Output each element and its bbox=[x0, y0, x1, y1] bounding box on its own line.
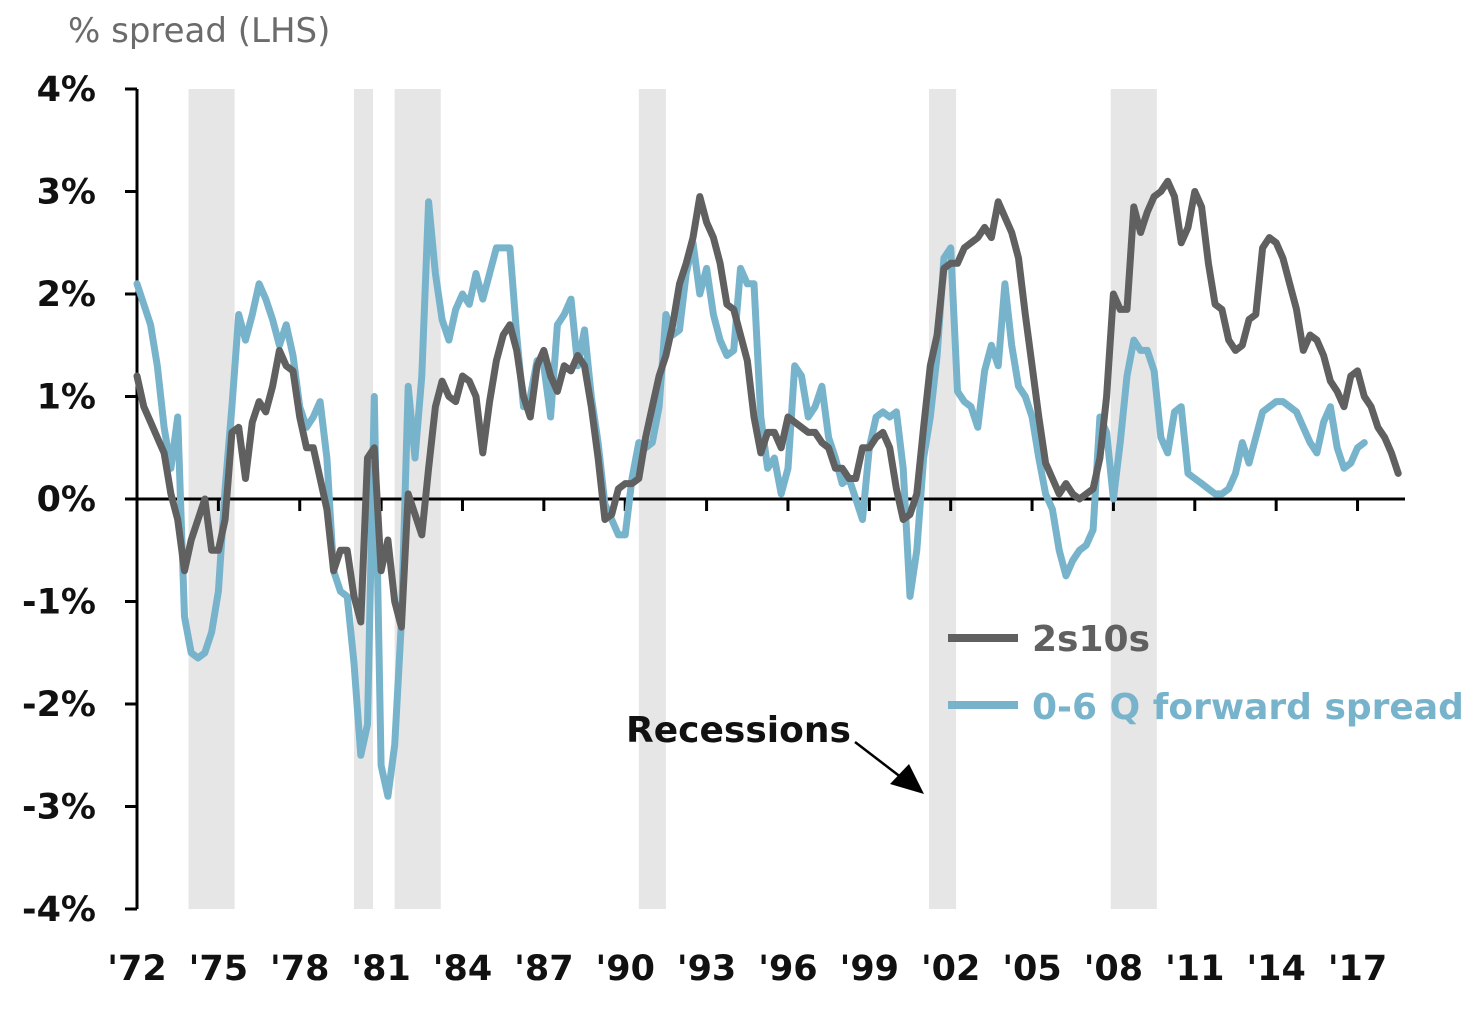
x-tick-label: '87 bbox=[514, 949, 573, 989]
y-tick-label: -3% bbox=[22, 788, 96, 828]
x-tick-label: '99 bbox=[840, 949, 899, 989]
x-tick-label: '78 bbox=[270, 949, 329, 989]
x-tick-label: '75 bbox=[189, 949, 248, 989]
x-tick-label: '11 bbox=[1165, 949, 1224, 989]
x-tick-label: '72 bbox=[107, 949, 166, 989]
annotation-arrow-head bbox=[890, 764, 924, 794]
x-tick-label: '17 bbox=[1328, 949, 1387, 989]
axes bbox=[125, 87, 1405, 911]
x-tick-label: '96 bbox=[758, 949, 817, 989]
x-tick-label: '90 bbox=[596, 949, 655, 989]
series-line-2s10s bbox=[133, 177, 1402, 631]
y-tick-label: 4% bbox=[37, 70, 96, 110]
legend: 2s10s 0-6 Q forward spread bbox=[948, 619, 1464, 728]
recessions-annotation: Recessions bbox=[626, 710, 924, 794]
legend-label-forward-spread: 0-6 Q forward spread bbox=[1032, 687, 1464, 728]
x-tick-label: '14 bbox=[1246, 949, 1305, 989]
y-tick-label: 0% bbox=[37, 480, 96, 520]
x-tick-label: '08 bbox=[1084, 949, 1143, 989]
series-lines bbox=[133, 177, 1402, 800]
x-tick-label: '02 bbox=[921, 949, 980, 989]
series-line-forward-spread bbox=[133, 198, 1368, 800]
x-tick-label: '93 bbox=[677, 949, 736, 989]
x-tick-label: '81 bbox=[351, 949, 410, 989]
legend-label-2s10s: 2s10s bbox=[1032, 619, 1150, 660]
axis-labels: 4% 3% 2% 1% 0% -1% -2% -3% -4% '72 '75 '78 '81 '84 '87… bbox=[22, 70, 1387, 989]
y-tick-label: 2% bbox=[37, 275, 96, 315]
annotation-arrow-shaft bbox=[854, 741, 903, 779]
x-tick-label: '84 bbox=[433, 949, 492, 989]
y-axis-title: % spread (LHS) bbox=[68, 11, 330, 51]
x-tick-label: '05 bbox=[1002, 949, 1061, 989]
y-tick-label: 1% bbox=[37, 378, 96, 418]
y-tick-label: -4% bbox=[22, 890, 96, 930]
y-tick-label: -1% bbox=[22, 583, 96, 623]
y-tick-label: -2% bbox=[22, 685, 96, 725]
annotation-recessions: Recessions bbox=[626, 710, 851, 751]
y-tick-label: 3% bbox=[37, 173, 96, 213]
